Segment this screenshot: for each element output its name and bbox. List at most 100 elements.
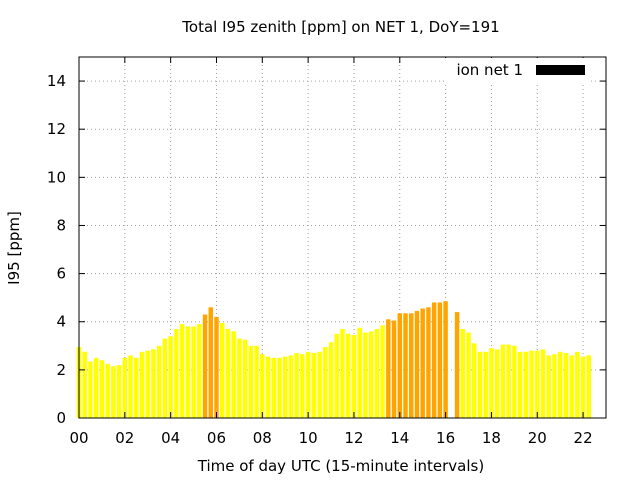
bar xyxy=(340,328,345,418)
bar xyxy=(128,355,133,418)
bar xyxy=(260,354,265,418)
bar xyxy=(282,356,288,418)
bar xyxy=(409,313,414,418)
bar xyxy=(185,326,191,418)
bar xyxy=(88,361,93,418)
y-tick-label: 2 xyxy=(56,361,66,379)
bar xyxy=(151,349,156,418)
bar xyxy=(134,357,139,418)
x-axis-label: Time of day UTC (15-minute intervals) xyxy=(197,457,484,475)
bar xyxy=(380,325,385,418)
bar xyxy=(111,366,116,418)
x-tick-label: 04 xyxy=(161,429,180,447)
bar xyxy=(317,351,322,418)
bar xyxy=(500,344,506,418)
x-tick-label: 14 xyxy=(390,429,409,447)
y-axis-label: I95 [ppm] xyxy=(5,211,23,285)
bars xyxy=(76,301,592,418)
bar xyxy=(191,326,196,418)
legend-label: ion net 1 xyxy=(456,61,523,79)
bar xyxy=(512,345,517,418)
y-tick-label: 12 xyxy=(47,120,66,138)
bar xyxy=(506,344,511,418)
bar xyxy=(237,338,242,418)
bar xyxy=(575,351,580,418)
legend-swatch xyxy=(536,65,585,75)
bar xyxy=(466,332,471,418)
bar xyxy=(483,351,488,418)
bar xyxy=(145,350,150,418)
bar xyxy=(552,354,557,418)
bar xyxy=(414,310,420,418)
bar xyxy=(351,334,357,418)
bar xyxy=(305,351,311,418)
bar xyxy=(363,332,368,418)
y-tick-label: 8 xyxy=(56,216,66,234)
x-tick-label: 18 xyxy=(482,429,501,447)
bar xyxy=(288,355,294,418)
x-tick-label: 08 xyxy=(253,429,272,447)
bar xyxy=(397,313,403,418)
bar xyxy=(254,345,259,418)
bar xyxy=(586,355,592,418)
bar xyxy=(323,347,328,418)
bar xyxy=(156,345,162,418)
bar xyxy=(345,333,351,418)
bar xyxy=(162,338,168,418)
bar xyxy=(557,351,563,418)
bar xyxy=(569,355,574,418)
x-tick-label: 22 xyxy=(574,429,593,447)
bar xyxy=(546,355,551,418)
bar xyxy=(116,365,122,418)
bar xyxy=(214,316,219,418)
bar xyxy=(563,353,569,418)
bar xyxy=(391,320,397,418)
bar xyxy=(460,328,466,418)
bar xyxy=(368,331,374,418)
x-tick-label: 12 xyxy=(344,429,363,447)
bar xyxy=(294,353,299,418)
bar xyxy=(93,357,99,418)
bar xyxy=(477,351,483,418)
bar xyxy=(472,343,477,418)
bar xyxy=(420,308,425,418)
x-tick-label: 16 xyxy=(436,429,455,447)
bar xyxy=(374,328,380,418)
bar xyxy=(517,351,523,418)
bar xyxy=(357,327,362,418)
bar xyxy=(529,350,534,418)
plot-frame xyxy=(78,56,607,419)
bar xyxy=(454,312,460,418)
y-tick-label: 0 xyxy=(56,409,66,427)
bar xyxy=(139,351,145,418)
x-tick-label: 20 xyxy=(528,429,547,447)
y-tick-label: 10 xyxy=(47,168,66,186)
bar xyxy=(219,322,225,418)
bar xyxy=(489,348,494,418)
bar xyxy=(105,363,110,418)
bar xyxy=(443,301,448,418)
y-tick-label: 6 xyxy=(56,265,66,283)
x-tick-label: 00 xyxy=(69,429,88,447)
bar xyxy=(540,349,546,418)
bar xyxy=(311,353,317,418)
bar xyxy=(334,333,340,418)
bar xyxy=(580,356,586,418)
bar xyxy=(300,354,305,418)
bar xyxy=(535,350,540,418)
bar xyxy=(431,302,437,418)
bar xyxy=(231,331,236,418)
chart-title: Total I95 zenith [ppm] on NET 1, DoY=191 xyxy=(181,18,499,36)
y-tick-label: 4 xyxy=(56,313,66,331)
bar xyxy=(225,328,231,418)
bar xyxy=(403,313,408,418)
bar xyxy=(265,356,271,418)
y-tick-label: 14 xyxy=(47,72,66,90)
bar xyxy=(122,357,128,418)
bar xyxy=(174,328,179,418)
bar xyxy=(202,314,208,418)
bar xyxy=(179,324,185,418)
x-tick-label: 02 xyxy=(115,429,134,447)
bar xyxy=(271,357,276,418)
